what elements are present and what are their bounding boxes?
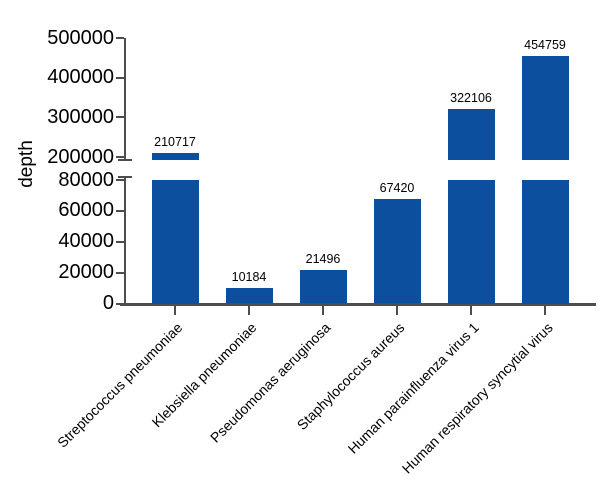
y-tick-label: 60000 [58, 199, 114, 222]
bar-upper-segment [521, 55, 569, 161]
bar-upper-segment [151, 152, 199, 161]
bar-value-label: 67420 [379, 181, 415, 196]
bar-value-label: 10184 [231, 269, 267, 284]
bar-upper-segment [447, 108, 495, 161]
x-tick [544, 305, 546, 315]
y-tick-label: 400000 [47, 66, 114, 89]
y-tick [116, 302, 124, 305]
x-tick-label: Pseudomonas aeruginosa [207, 319, 334, 446]
bar-lower-segment [521, 180, 569, 304]
y-tick [116, 240, 124, 243]
x-tick [322, 305, 324, 315]
y-tick [116, 271, 124, 274]
bar [225, 287, 273, 304]
bar-value-label: 322106 [450, 90, 492, 105]
bar-value-label: 210717 [154, 134, 196, 149]
bar-value-label: 454759 [524, 37, 566, 52]
y-tick [116, 116, 124, 119]
x-tick-label: Human parainfluenza virus 1 [344, 319, 482, 457]
y-tick-label: 40000 [58, 230, 114, 253]
y-tick [116, 179, 124, 181]
x-tick [174, 305, 176, 315]
y-tick [116, 37, 124, 39]
y-axis-lower-segment [124, 175, 126, 306]
y-axis-upper-segment [124, 38, 126, 161]
bar-lower-segment [151, 180, 199, 304]
bar [373, 199, 421, 304]
bar-value-label: 21496 [305, 252, 341, 267]
bar [299, 270, 347, 304]
x-tick-label: Human respiratory syncytial virus [398, 319, 556, 477]
y-tick [116, 156, 124, 158]
x-tick [396, 305, 398, 315]
y-tick-label: 20000 [58, 261, 114, 284]
y-tick [116, 76, 124, 79]
x-tick [248, 305, 250, 315]
y-axis-upper-break-cap [118, 158, 132, 161]
x-axis [120, 302, 596, 306]
y-tick-label: 0 [102, 292, 114, 314]
y-tick-label: 200000 [47, 145, 114, 168]
y-tick-label: 300000 [47, 105, 114, 128]
x-tick [470, 305, 472, 315]
bar-lower-segment [447, 180, 495, 304]
y-tick [116, 209, 124, 212]
y-tick-label: 500000 [47, 26, 114, 49]
x-tick-label: Streptococcus pneumoniae [54, 319, 186, 451]
y-tick-label: 80000 [58, 168, 114, 191]
